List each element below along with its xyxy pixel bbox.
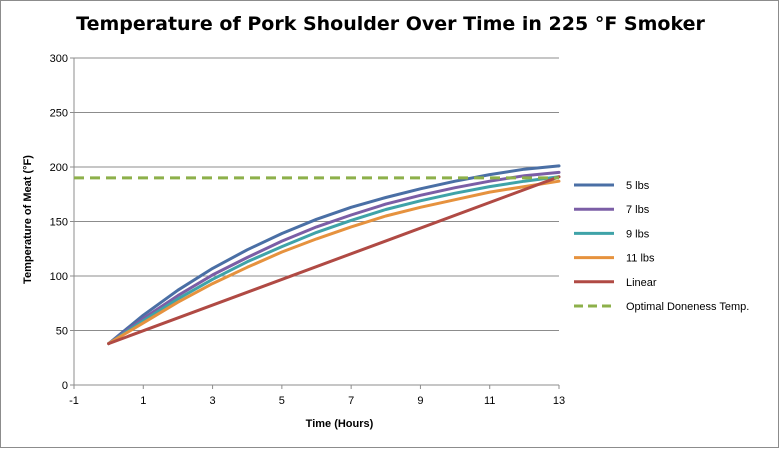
y-tick-label-150: 150 [50, 217, 68, 229]
gridlines [74, 57, 559, 331]
y-tick-label-50: 50 [56, 326, 68, 338]
legend-label-7-lbs: 7 lbs [626, 204, 650, 216]
legend-label-9-lbs: 9 lbs [626, 228, 650, 240]
legend: 5 lbs 7 lbs 9 lbs 11 lbs Linear Optimal Donen… [574, 180, 749, 313]
x-tick-label-7: 7 [348, 395, 354, 407]
series-line-11-lbs [107, 179, 561, 346]
chart-title: Temperature of Pork Shoulder Over Time i… [76, 13, 705, 35]
x-tick-label--1: -1 [69, 395, 79, 407]
legend-label-11-lbs: 11 lbs [626, 253, 655, 265]
x-tick-label-11: 11 [484, 395, 495, 407]
y-tick-label-100: 100 [50, 271, 68, 283]
series-lines [74, 164, 561, 346]
y-axis-label: Temperature of Meat (°F) [22, 155, 34, 284]
series-line-5-lbs [107, 164, 561, 346]
series-line-9-lbs [107, 175, 561, 346]
legend-label-linear: Linear [626, 277, 657, 289]
series-line-7-lbs [107, 170, 561, 346]
series-line-linear [107, 175, 561, 346]
y-tick-label-250: 250 [50, 108, 68, 120]
x-tick-label-1: 1 [140, 395, 146, 407]
legend-label-optimal-doneness-temp: Optimal Doneness Temp. [626, 301, 749, 313]
x-tick-label-9: 9 [417, 395, 423, 407]
y-tick-label-200: 200 [50, 162, 68, 174]
x-tick-label-3: 3 [210, 395, 216, 407]
x-axis-label: Time (Hours) [306, 418, 374, 430]
x-tick-label-5: 5 [279, 395, 285, 407]
y-tick-label-300: 300 [50, 53, 68, 65]
y-tick-label-0: 0 [62, 380, 68, 392]
legend-label-5-lbs: 5 lbs [626, 180, 650, 192]
x-tick-label-13: 13 [553, 395, 565, 407]
